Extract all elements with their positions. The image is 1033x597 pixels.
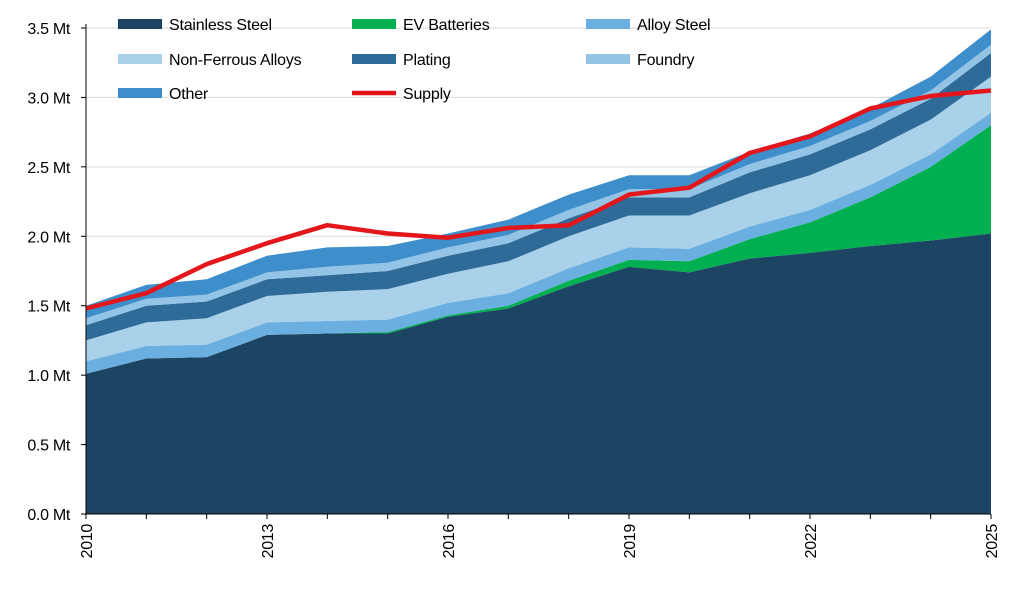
y-tick-label: 1.5 Mt: [27, 299, 71, 316]
legend-swatch: [118, 88, 162, 98]
x-tick-label: 2022: [803, 524, 820, 559]
area-series: [86, 29, 991, 514]
legend-label: Supply: [403, 86, 451, 103]
x-tick-label: 2025: [984, 524, 1001, 559]
legend-swatch: [118, 54, 162, 64]
legend-label: EV Batteries: [403, 17, 490, 34]
x-tick-label: 2019: [622, 524, 639, 559]
legend-item-non-ferrous-alloys: Non-Ferrous Alloys: [118, 52, 302, 69]
x-tick-label: 2013: [260, 524, 277, 559]
y-tick-label: 0.0 Mt: [27, 507, 71, 524]
legend-item-stainless-steel: Stainless Steel: [118, 17, 272, 34]
legend-label: Other: [169, 86, 209, 103]
y-tick-label: 3.0 Mt: [27, 90, 71, 107]
area-stainless-steel: [86, 233, 991, 514]
legend-item-plating: Plating: [352, 52, 451, 69]
y-tick-label: 2.5 Mt: [27, 160, 71, 177]
legend-swatch: [352, 54, 396, 64]
area-alloy-steel: [86, 112, 991, 374]
area-plating: [86, 53, 991, 341]
legend-item-other: Other: [118, 86, 209, 103]
legend-swatch: [586, 54, 630, 64]
x-tick-label: 2016: [441, 524, 458, 559]
legend-label: Stainless Steel: [169, 17, 272, 34]
line-supply: [85, 88, 992, 311]
area-foundry: [86, 44, 991, 326]
x-tick-label: 2010: [79, 524, 96, 559]
legend-item-foundry: Foundry: [586, 52, 695, 69]
legend-swatch: [352, 19, 396, 29]
legend-swatch: [118, 19, 162, 29]
legend-swatch: [586, 19, 630, 29]
legend: Stainless Steel EV Batteries Alloy Steel No…: [118, 17, 711, 103]
y-tick-label: 3.5 Mt: [27, 21, 71, 38]
y-tick-label: 2.0 Mt: [27, 229, 71, 246]
y-tick-label: 1.0 Mt: [27, 368, 71, 385]
legend-item-alloy-steel: Alloy Steel: [586, 17, 711, 34]
legend-item-supply: Supply: [352, 86, 451, 103]
axes: 0.0 Mt 0.5 Mt 1.0 Mt 1.5 Mt 2.0 Mt 2.5 Mt 3.0 …: [27, 21, 1001, 558]
line-series: [85, 88, 992, 311]
legend-item-ev-batteries: EV Batteries: [352, 17, 490, 34]
legend-label: Plating: [403, 52, 451, 69]
legend-label: Foundry: [637, 52, 694, 69]
legend-label: Alloy Steel: [637, 17, 710, 34]
area-ev-batteries: [86, 125, 991, 374]
area-non-ferrous-alloys: [86, 76, 991, 362]
area-other: [86, 29, 991, 319]
y-tick-label: 0.5 Mt: [27, 438, 71, 455]
legend-label: Non-Ferrous Alloys: [169, 52, 302, 69]
